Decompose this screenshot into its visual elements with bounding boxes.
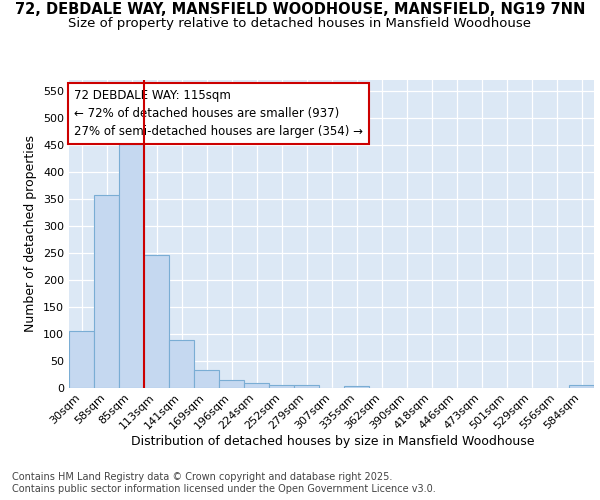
Text: Distribution of detached houses by size in Mansfield Woodhouse: Distribution of detached houses by size … [131, 435, 535, 448]
Bar [119, 141, 144, 388]
Bar [294, 385, 319, 388]
Y-axis label: Number of detached properties: Number of detached properties [25, 135, 37, 332]
Text: Size of property relative to detached houses in Mansfield Woodhouse: Size of property relative to detached ho… [68, 18, 532, 30]
Text: Contains public sector information licensed under the Open Government Licence v3: Contains public sector information licen… [12, 484, 436, 494]
Bar [144, 255, 169, 388]
Bar [94, 195, 119, 388]
Bar [569, 386, 594, 388]
Bar [194, 370, 219, 388]
Text: 72, DEBDALE WAY, MANSFIELD WOODHOUSE, MANSFIELD, NG19 7NN: 72, DEBDALE WAY, MANSFIELD WOODHOUSE, MA… [15, 2, 585, 18]
Bar [69, 331, 94, 388]
Text: Contains HM Land Registry data © Crown copyright and database right 2025.: Contains HM Land Registry data © Crown c… [12, 472, 392, 482]
Bar [244, 382, 269, 388]
Bar [219, 380, 244, 388]
Text: 72 DEBDALE WAY: 115sqm
← 72% of detached houses are smaller (937)
27% of semi-de: 72 DEBDALE WAY: 115sqm ← 72% of detached… [74, 89, 363, 138]
Bar [344, 386, 369, 388]
Bar [269, 385, 294, 388]
Bar [169, 340, 194, 388]
